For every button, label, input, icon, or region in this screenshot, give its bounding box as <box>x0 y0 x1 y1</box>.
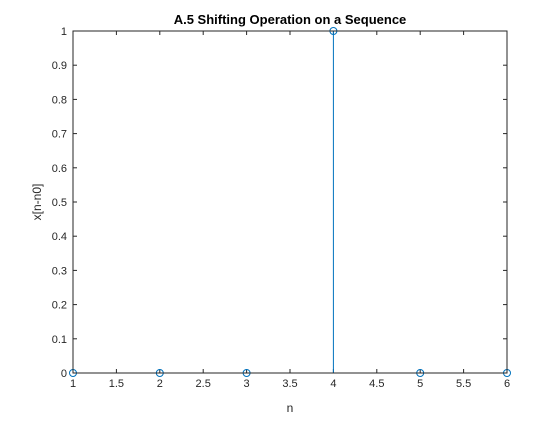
x-tick-label: 1 <box>70 378 76 390</box>
y-tick-label: 0.2 <box>52 300 67 312</box>
x-tick-label: 2.5 <box>196 378 211 390</box>
x-tick-label: 3 <box>244 378 250 390</box>
y-tick-label: 0.4 <box>52 231 67 243</box>
x-tick-label: 4 <box>330 378 336 390</box>
y-tick-label: 0 <box>61 368 67 380</box>
y-tick-label: 0.1 <box>52 334 67 346</box>
x-tick-label: 1.5 <box>109 378 124 390</box>
x-tick-label: 5.5 <box>456 378 471 390</box>
x-tick-label: 6 <box>504 378 510 390</box>
y-axis-label: x[n-n0] <box>30 184 44 221</box>
y-tick-label: 1 <box>61 26 67 38</box>
y-tick-label: 0.8 <box>52 94 67 106</box>
y-tick-label: 0.9 <box>52 60 67 72</box>
plot-frame <box>72 30 508 374</box>
x-axis-label: n <box>287 401 294 415</box>
x-tick-label: 3.5 <box>282 378 297 390</box>
y-tick-label: 0.3 <box>52 265 67 277</box>
y-tick-label: 0.6 <box>52 163 67 175</box>
chart-title: A.5 Shifting Operation on a Sequence <box>174 12 407 27</box>
x-tick-label: 5 <box>417 378 423 390</box>
y-tick-label: 0.5 <box>52 197 67 209</box>
x-tick-label: 4.5 <box>369 378 384 390</box>
plot-area <box>73 31 507 373</box>
y-tick-label: 0.7 <box>52 129 67 141</box>
x-tick-label: 2 <box>157 378 163 390</box>
